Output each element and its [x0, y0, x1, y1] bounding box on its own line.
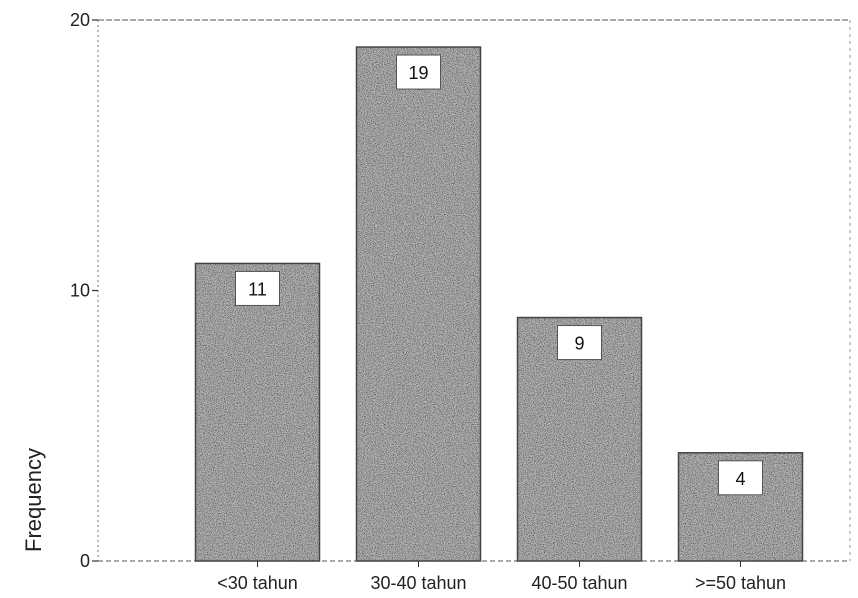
y-tick-label: 10	[70, 281, 90, 301]
x-axis: <30 tahun 30-40 tahun 40-50 tahun >=50 tahu…	[217, 561, 786, 593]
bar-group: 4	[677, 452, 804, 562]
data-label: 19	[408, 63, 428, 83]
y-axis: 0 10 20	[70, 10, 99, 571]
bar-group: 19	[355, 46, 482, 562]
x-tick-label: 30-40 tahun	[370, 573, 466, 593]
data-label-box	[718, 460, 763, 496]
data-label: 9	[574, 334, 584, 354]
bar-group: 11	[194, 262, 321, 562]
data-label-box	[557, 325, 602, 361]
x-tick-label: <30 tahun	[217, 573, 298, 593]
y-axis-label: Frequency	[21, 448, 46, 552]
bar-texture	[356, 47, 481, 562]
bars-group: 11 19 9 4	[194, 46, 804, 562]
data-label-box	[396, 54, 441, 90]
x-tick-label: 40-50 tahun	[531, 573, 627, 593]
data-label-box	[235, 270, 280, 306]
data-label: 11	[248, 279, 267, 299]
data-label: 4	[735, 469, 745, 489]
bar-texture	[195, 263, 320, 561]
y-tick-label: 20	[70, 10, 90, 30]
x-tick-label: >=50 tahun	[695, 573, 786, 593]
bar-group: 9	[516, 316, 643, 562]
y-tick-label: 0	[80, 551, 90, 571]
